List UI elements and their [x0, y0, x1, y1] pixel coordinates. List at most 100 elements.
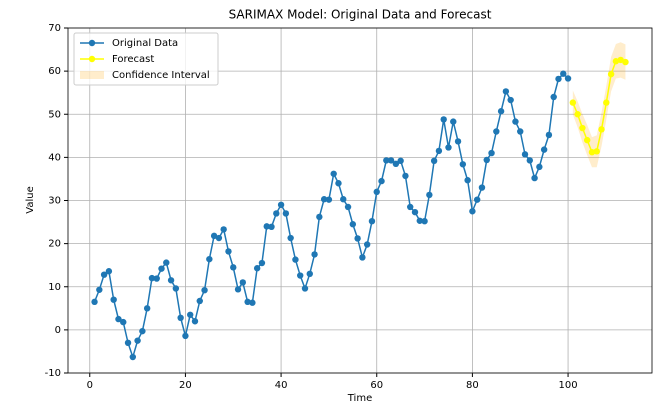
data-point: [593, 148, 600, 155]
data-point: [607, 70, 615, 78]
data-point: [196, 297, 203, 305]
data-point: [502, 88, 510, 95]
data-point: [163, 259, 170, 266]
legend-label: Forecast: [112, 54, 154, 65]
data-point: [378, 177, 385, 185]
data-point: [478, 184, 486, 191]
y-tick-label: 10: [48, 282, 61, 293]
data-point: [450, 118, 457, 125]
data-point: [220, 226, 227, 233]
data-point: [545, 131, 553, 139]
data-point: [120, 318, 127, 326]
data-point: [239, 279, 247, 286]
data-point: [177, 314, 184, 321]
y-tick-label: 40: [48, 152, 61, 163]
y-tick-label: 60: [48, 66, 61, 77]
data-point: [234, 286, 242, 293]
data-point: [258, 259, 266, 267]
data-point: [129, 353, 137, 361]
data-point: [454, 138, 462, 145]
data-point: [311, 251, 318, 258]
data-point: [187, 311, 194, 318]
data-point: [402, 172, 409, 180]
legend-label: Confidence Interval: [112, 70, 210, 81]
data-point: [363, 241, 371, 248]
data-point: [96, 286, 103, 293]
data-point: [373, 188, 380, 196]
y-tick-label: 20: [48, 239, 61, 250]
data-point: [493, 128, 500, 135]
data-point: [445, 144, 452, 151]
x-tick-label: 100: [559, 380, 578, 391]
data-point: [354, 235, 361, 242]
legend: Original Data Forecast Confidence Interval: [73, 32, 219, 86]
data-point: [383, 157, 390, 164]
data-point: [277, 201, 285, 209]
data-point: [105, 268, 113, 275]
data-point: [167, 277, 175, 284]
data-point: [282, 210, 290, 217]
data-point: [320, 196, 328, 203]
data-point: [574, 111, 581, 118]
data-point: [230, 264, 237, 271]
data-point: [110, 296, 117, 303]
data-point: [215, 234, 223, 242]
data-point: [263, 223, 270, 230]
data-point: [622, 58, 629, 66]
data-point: [483, 156, 490, 164]
data-point: [359, 254, 366, 261]
data-point: [464, 177, 471, 184]
data-point: [564, 75, 572, 82]
data-point: [497, 108, 505, 115]
x-tick-label: 40: [275, 380, 288, 391]
data-point: [560, 70, 567, 77]
legend-box: [73, 32, 219, 86]
data-point: [306, 270, 313, 278]
y-axis-label: Value: [25, 186, 36, 213]
data-point: [569, 99, 577, 106]
data-point: [172, 285, 180, 292]
series-line: [93, 72, 569, 360]
x-tick-label: 20: [179, 380, 192, 391]
x-axis-label: Time: [347, 393, 372, 404]
data-point: [368, 218, 376, 225]
data-point: [392, 160, 400, 168]
data-point: [521, 151, 529, 158]
data-point: [225, 248, 232, 255]
legend-label: Original Data: [112, 38, 178, 49]
data-point: [588, 149, 596, 156]
data-point: [536, 163, 543, 171]
data-point: [100, 271, 108, 278]
legend-marker: [88, 39, 96, 47]
data-point: [550, 93, 557, 101]
data-point: [335, 180, 342, 187]
data-point: [253, 265, 261, 272]
data-point: [206, 255, 213, 263]
data-point: [158, 265, 165, 272]
data-point: [148, 274, 156, 282]
data-point: [435, 147, 443, 155]
data-point: [297, 272, 304, 279]
data-point: [340, 196, 347, 203]
data-point: [330, 170, 337, 177]
data-point: [507, 96, 514, 104]
data-point: [182, 332, 189, 340]
data-point: [517, 128, 524, 135]
data-point: [416, 217, 423, 224]
data-point: [124, 339, 132, 347]
data-point: [397, 157, 404, 165]
data-point: [488, 149, 495, 157]
data-point: [421, 218, 428, 225]
y-tick-label: 30: [48, 196, 61, 207]
data-point: [273, 210, 280, 217]
data-point: [153, 275, 160, 282]
data-point: [316, 213, 323, 221]
data-point: [555, 75, 562, 83]
data-point: [134, 337, 141, 344]
data-point: [426, 191, 433, 199]
x-tick-label: 80: [466, 380, 479, 391]
data-point: [531, 174, 538, 182]
data-point: [301, 285, 309, 292]
data-point: [526, 157, 533, 164]
